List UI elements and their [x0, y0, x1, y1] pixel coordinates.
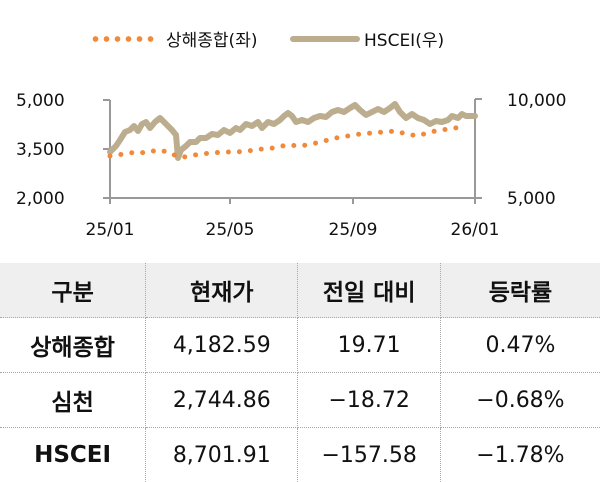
row-change: −157.58: [298, 428, 440, 482]
header-category: 구분: [0, 263, 146, 318]
right-tick-5000: 5,000: [507, 189, 556, 209]
shanghai-series-line: [110, 126, 466, 157]
table-row: HSCEI 8,701.91 −157.58 −1.78%: [0, 428, 600, 482]
right-tick-10000: 10,000: [507, 91, 566, 111]
line-chart: 5,000 3,500 2,000 10,000 5,000 25/01 25/…: [0, 0, 600, 260]
row-change: −18.72: [298, 373, 440, 428]
header-change-rate: 등락률: [440, 263, 600, 318]
row-name: 상해종합: [0, 318, 146, 373]
left-tick-2000: 2,000: [16, 189, 65, 209]
table-header-row: 구분 현재가 전일 대비 등락률: [0, 263, 600, 318]
row-price: 4,182.59: [146, 318, 298, 373]
x-tick-25-01: 25/01: [86, 220, 135, 240]
x-tick-26-01: 26/01: [451, 220, 500, 240]
x-tick-25-05: 25/05: [206, 220, 255, 240]
x-tick-25-09: 25/09: [329, 220, 378, 240]
row-rate: −1.78%: [440, 428, 600, 482]
row-rate: −0.68%: [440, 373, 600, 428]
row-name: 심천: [0, 373, 146, 428]
table-row: 상해종합 4,182.59 19.71 0.47%: [0, 318, 600, 373]
left-tick-5000: 5,000: [16, 91, 65, 111]
index-quote-table: 구분 현재가 전일 대비 등락률 상해종합 4,182.59 19.71 0.4…: [0, 263, 600, 482]
row-price: 2,744.86: [146, 373, 298, 428]
table-row: 심천 2,744.86 −18.72 −0.68%: [0, 373, 600, 428]
row-name: HSCEI: [0, 428, 146, 482]
header-current-price: 현재가: [146, 263, 298, 318]
row-price: 8,701.91: [146, 428, 298, 482]
row-rate: 0.47%: [440, 318, 600, 373]
row-change: 19.71: [298, 318, 440, 373]
header-change: 전일 대비: [298, 263, 440, 318]
left-tick-3500: 3,500: [16, 140, 65, 160]
